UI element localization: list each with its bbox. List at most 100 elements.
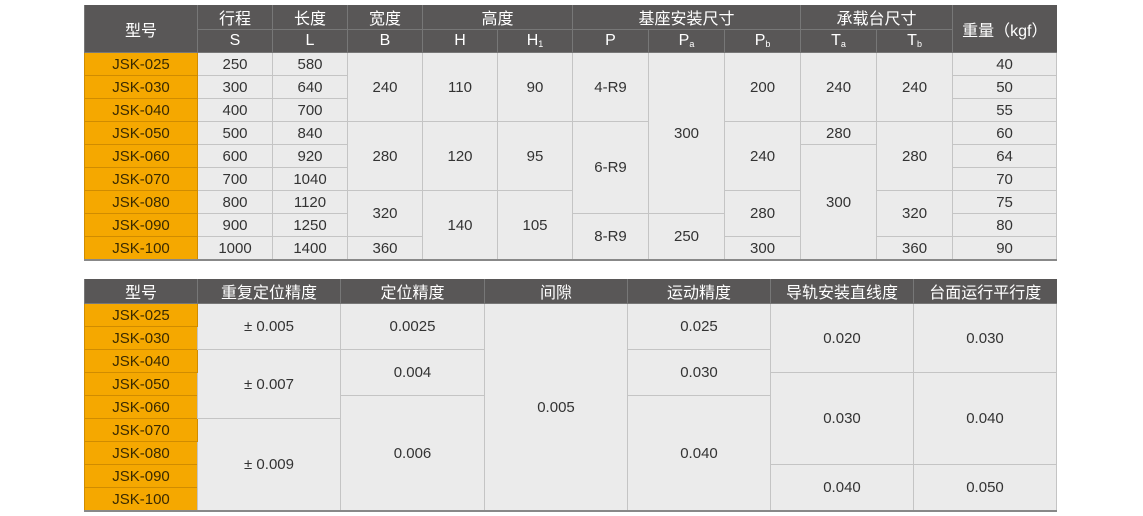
model-cell: JSK-060 xyxy=(84,144,198,168)
model-cell: JSK-080 xyxy=(84,190,198,214)
table-row: JSK-025 250 580 240 110 90 4-R9 300 200 240 240 40 xyxy=(84,52,1058,214)
value-cell: 95 xyxy=(496,121,574,191)
value-cell: 110 xyxy=(422,52,498,122)
header-backlash: 间隙 xyxy=(484,279,628,304)
value-cell: 0.020 xyxy=(770,303,914,373)
value-cell: 900 xyxy=(197,213,273,237)
table-row: JSK-080 xyxy=(84,441,1057,465)
value-cell: 75 xyxy=(952,190,1058,214)
value-cell: 55 xyxy=(952,98,1058,122)
model-cell: JSK-025 xyxy=(84,303,198,327)
value-cell: 840 xyxy=(272,121,348,145)
value-cell: 280 xyxy=(724,190,802,237)
model-cell: JSK-080 xyxy=(84,441,198,465)
model-cell: JSK-040 xyxy=(84,98,198,122)
value-cell: 240 xyxy=(724,121,802,191)
value-cell: 280 xyxy=(347,121,423,191)
value-cell: 0.040 xyxy=(627,395,771,512)
table-row: JSK-025 ± 0.005 0.0025 0.005 0.025 0.020 0.030 xyxy=(84,303,1057,512)
value-cell: 0.040 xyxy=(913,372,1057,465)
model-cell: JSK-070 xyxy=(84,418,198,442)
value-cell: 70 xyxy=(952,167,1058,191)
value-cell: 300 xyxy=(800,144,878,261)
value-cell: 0.050 xyxy=(913,464,1057,512)
value-cell: 0.005 xyxy=(484,303,628,512)
value-cell: 0.030 xyxy=(913,303,1057,373)
value-cell: 400 xyxy=(197,98,273,122)
model-cell: JSK-090 xyxy=(84,464,198,488)
value-cell: ± 0.009 xyxy=(197,418,341,512)
value-cell: 0.030 xyxy=(627,349,771,396)
value-cell: 250 xyxy=(197,52,273,76)
subheader-L: L xyxy=(272,29,348,53)
header-weight: 重量（kgf） xyxy=(952,5,1057,53)
value-cell: 6-R9 xyxy=(572,121,650,214)
value-cell: 240 xyxy=(800,52,878,122)
model-cell: JSK-060 xyxy=(84,395,198,419)
value-cell: 320 xyxy=(876,190,954,237)
value-cell: 1120 xyxy=(272,190,348,214)
value-cell: 500 xyxy=(197,121,273,145)
value-cell: 90 xyxy=(496,52,574,122)
subheader-P: P xyxy=(572,29,649,53)
header-table-size: 承载台尺寸 xyxy=(800,5,953,30)
value-cell: 300 xyxy=(648,52,726,214)
model-cell: JSK-070 xyxy=(84,167,198,191)
value-cell: 90 xyxy=(952,236,1058,261)
model-cell: JSK-090 xyxy=(84,213,198,237)
table-row: JSK-050 0.030 0.040 xyxy=(84,372,1057,465)
table-row: JSK-090 0.040 0.050 xyxy=(84,464,1057,512)
value-cell: 0.030 xyxy=(770,372,914,465)
value-cell: 920 xyxy=(272,144,348,168)
value-cell: 40 xyxy=(952,52,1058,76)
table-row: JSK-030 300 640 50 xyxy=(84,75,1058,99)
value-cell: 320 xyxy=(347,190,423,237)
value-cell: 1400 xyxy=(272,236,348,261)
model-cell: JSK-025 xyxy=(84,52,198,76)
table-row: JSK-070 700 1040 70 xyxy=(84,167,1058,191)
table-row: JSK-040 400 700 55 xyxy=(84,98,1058,122)
value-cell: 800 xyxy=(197,190,273,214)
value-cell: 140 xyxy=(422,190,498,261)
header-length: 长度 xyxy=(272,5,348,30)
header-rail-straightness: 导轨安装直线度 xyxy=(770,279,914,304)
header-motion-accuracy: 运动精度 xyxy=(627,279,771,304)
subheader-Ta: Ta xyxy=(800,29,877,53)
table-row: JSK-060 600 920 300 64 xyxy=(84,144,1058,261)
value-cell: ± 0.005 xyxy=(197,303,341,350)
value-cell: 1040 xyxy=(272,167,348,191)
header-positioning-accuracy: 定位精度 xyxy=(340,279,485,304)
value-cell: 80 xyxy=(952,213,1058,237)
model-cell: JSK-050 xyxy=(84,372,198,396)
value-cell: ± 0.007 xyxy=(197,349,341,419)
value-cell: 0.006 xyxy=(340,395,485,512)
value-cell: 240 xyxy=(876,52,954,122)
header-height: 高度 xyxy=(421,5,573,30)
value-cell: 1000 xyxy=(197,236,273,261)
value-cell: 1250 xyxy=(272,213,348,237)
value-cell: 280 xyxy=(876,121,954,191)
value-cell: 8-R9 xyxy=(572,213,650,261)
subheader-Tb: Tb xyxy=(876,29,953,53)
subheader-H1: H1 xyxy=(496,29,573,53)
value-cell: 120 xyxy=(422,121,498,191)
subheader-B: B xyxy=(347,29,423,53)
subheader-Pb: Pb xyxy=(724,29,801,53)
value-cell: 640 xyxy=(272,75,348,99)
value-cell: 200 xyxy=(724,52,802,122)
value-cell: 0.025 xyxy=(627,303,771,350)
value-cell: 60 xyxy=(952,121,1058,145)
header-table-parallelism: 台面运行平行度 xyxy=(913,279,1057,304)
value-cell: 360 xyxy=(876,236,954,261)
value-cell: 0.0025 xyxy=(340,303,485,350)
value-cell: 700 xyxy=(272,98,348,122)
model-cell: JSK-040 xyxy=(84,349,198,373)
value-cell: 580 xyxy=(272,52,348,76)
table-row: JSK-030 xyxy=(84,326,1057,350)
subheader-Pa: Pa xyxy=(648,29,725,53)
model-cell: JSK-030 xyxy=(84,75,198,99)
value-cell: 105 xyxy=(496,190,574,261)
table-row: JSK-060 0.006 0.040 xyxy=(84,395,1057,512)
table-row: JSK-040 ± 0.007 0.004 0.030 xyxy=(84,349,1057,419)
model-cell: JSK-050 xyxy=(84,121,198,145)
